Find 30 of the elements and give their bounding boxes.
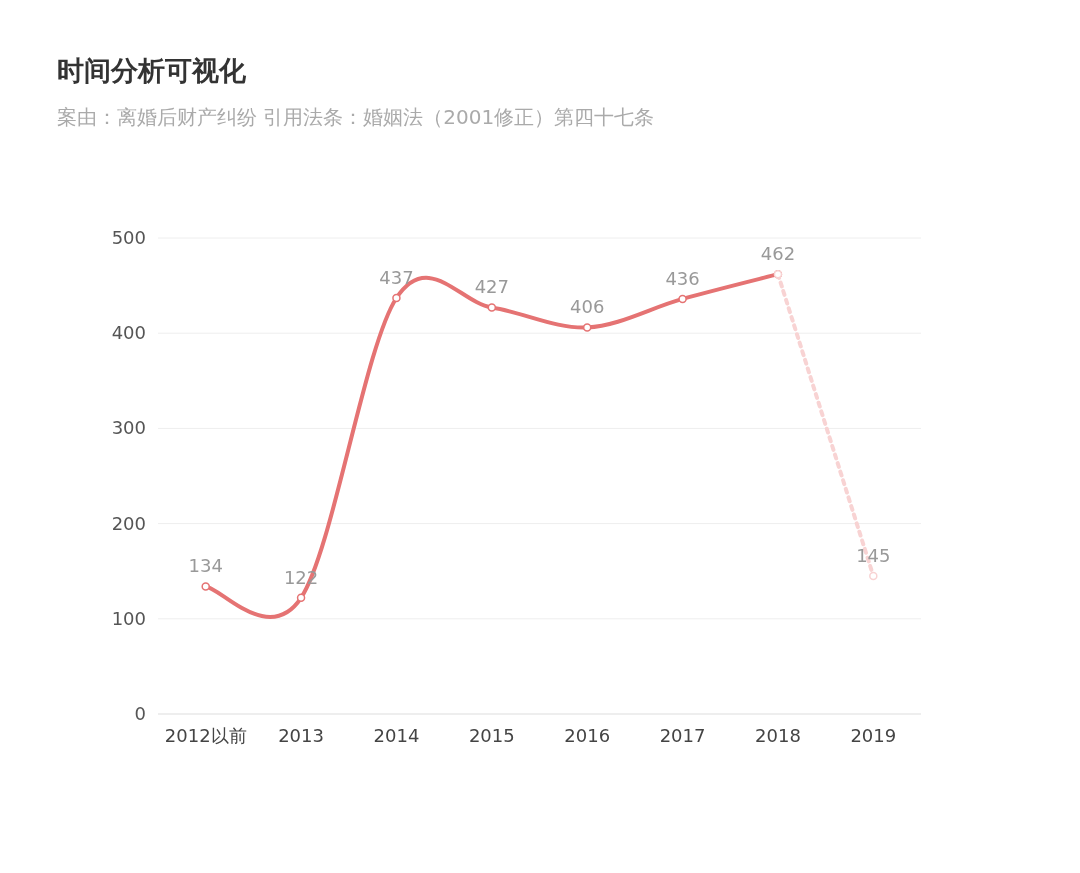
point xyxy=(296,593,306,603)
x-tick-label: 2014 xyxy=(373,725,420,746)
data-label: 145 xyxy=(856,544,891,566)
data-label: 406 xyxy=(570,296,605,318)
chart-title: 时间分析可视化 xyxy=(57,55,247,86)
point xyxy=(582,323,592,332)
point xyxy=(392,293,401,303)
x-tick-label: 2012以前 xyxy=(164,725,247,746)
x-tick-label: 2013 xyxy=(278,725,324,746)
point xyxy=(201,582,210,591)
x-tick-label: 2016 xyxy=(564,725,611,746)
y-tick-label: 0 xyxy=(134,703,146,724)
point xyxy=(487,303,497,312)
data-label: 462 xyxy=(760,243,796,265)
y-tick-label: 400 xyxy=(111,322,146,344)
x-tick-label: 2015 xyxy=(468,725,515,746)
x-tick-label: 2017 xyxy=(659,725,706,746)
data-label: 436 xyxy=(665,267,700,289)
chart-subtitle: 案由：离婚后财产纠纷 引用法条：婚姻法（2001修正）第四十七条 xyxy=(57,105,655,129)
y-tick-label: 500 xyxy=(111,227,146,248)
data-label: 427 xyxy=(474,276,509,298)
data-label: 134 xyxy=(188,555,223,577)
x-tick-label: 2019 xyxy=(850,725,897,746)
x-tick-label: 2018 xyxy=(755,725,801,746)
y-tick-label: 200 xyxy=(111,512,146,534)
point xyxy=(869,571,878,581)
y-tick-label: 100 xyxy=(111,607,146,629)
point xyxy=(678,294,687,304)
data-label: 437 xyxy=(379,266,414,288)
y-tick-label: 300 xyxy=(111,417,146,439)
